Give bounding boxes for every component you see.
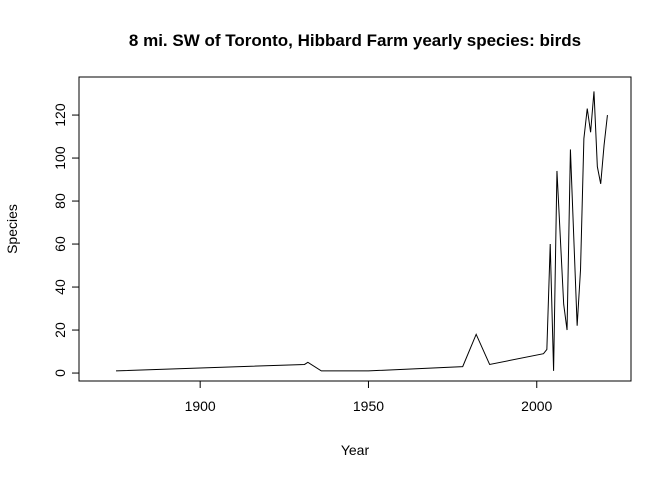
data-line xyxy=(116,91,608,372)
y-tick-label: 80 xyxy=(52,193,68,209)
chart-title: 8 mi. SW of Toronto, Hibbard Farm yearly… xyxy=(129,31,581,50)
x-tick-label: 1950 xyxy=(353,398,384,414)
plot-box xyxy=(78,76,632,382)
x-tick-label: 2000 xyxy=(521,398,552,414)
y-tick-label: 40 xyxy=(52,279,68,295)
x-tick-label: 1900 xyxy=(185,398,216,414)
y-tick-label: 0 xyxy=(52,369,68,377)
y-tick-label: 20 xyxy=(52,322,68,338)
x-axis-label: Year xyxy=(341,442,370,458)
y-tick-label: 100 xyxy=(52,146,68,170)
y-tick-label: 60 xyxy=(52,236,68,252)
y-tick-label: 120 xyxy=(52,103,68,127)
y-axis-label: Species xyxy=(4,204,20,254)
